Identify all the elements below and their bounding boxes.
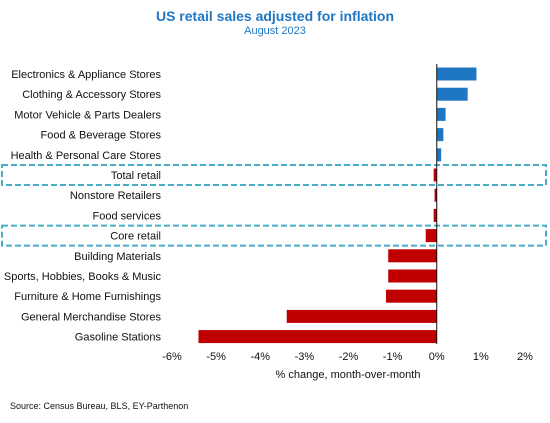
bar-4 [436, 148, 442, 162]
bar-9 [388, 249, 437, 263]
bar-7 [433, 208, 437, 222]
category-label-5: Total retail [111, 170, 161, 182]
x-tick-label-7: 1% [473, 351, 489, 363]
category-label-11: Furniture & Home Furnishings [14, 291, 161, 303]
bar-1 [436, 87, 468, 101]
bar-11 [386, 289, 437, 303]
category-labels: Electronics & Appliance Stores Clothing &… [4, 69, 162, 344]
highlight-box-8 [1, 224, 547, 247]
bar-6 [434, 188, 437, 202]
x-tick-label-8: 2% [517, 351, 533, 363]
x-tick-labels: -6% -5% -4% -3% -2% -1% 0% 1% 2% [162, 351, 533, 363]
category-label-12: General Merchandise Stores [21, 311, 162, 323]
highlight-box-5 [1, 164, 547, 186]
bars-layer [198, 67, 477, 344]
bar-10 [388, 269, 437, 283]
bar-13 [198, 330, 437, 344]
category-label-2: Motor Vehicle & Parts Dealers [14, 109, 161, 121]
category-label-3: Food & Beverage Stores [41, 130, 162, 142]
x-tick-label-5: -1% [383, 351, 403, 363]
category-label-0: Electronics & Appliance Stores [11, 69, 161, 81]
x-tick-label-2: -4% [250, 351, 270, 363]
x-tick-label-1: -5% [206, 351, 226, 363]
category-label-8: Core retail [110, 231, 161, 243]
chart-title: US retail sales adjusted for inflation [156, 8, 394, 24]
category-label-13: Gasoline Stations [75, 332, 162, 344]
x-tick-label-6: 0% [429, 351, 445, 363]
category-label-1: Clothing & Accessory Stores [22, 89, 161, 101]
bar-5 [433, 168, 437, 182]
x-tick-label-3: -3% [295, 351, 315, 363]
chart-subtitle: August 2023 [244, 25, 306, 37]
x-axis-label: % change, month-over-month [276, 369, 421, 381]
bar-8 [425, 229, 437, 243]
category-label-4: Health & Personal Care Stores [11, 150, 162, 162]
x-tick-label-4: -2% [339, 351, 359, 363]
bar-3 [436, 128, 444, 142]
bar-2 [436, 107, 446, 121]
bar-12 [286, 309, 437, 323]
category-label-9: Building Materials [74, 251, 161, 263]
source-note: Source: Census Bureau, BLS, EY-Parthenon [10, 401, 189, 411]
x-tick-label-0: -6% [162, 351, 182, 363]
category-label-10: Sports, Hobbies, Books & Music [4, 271, 162, 283]
category-label-6: Nonstore Retailers [70, 190, 162, 202]
bar-0 [436, 67, 477, 81]
category-label-7: Food services [93, 210, 162, 222]
highlight-boxes [1, 164, 547, 247]
